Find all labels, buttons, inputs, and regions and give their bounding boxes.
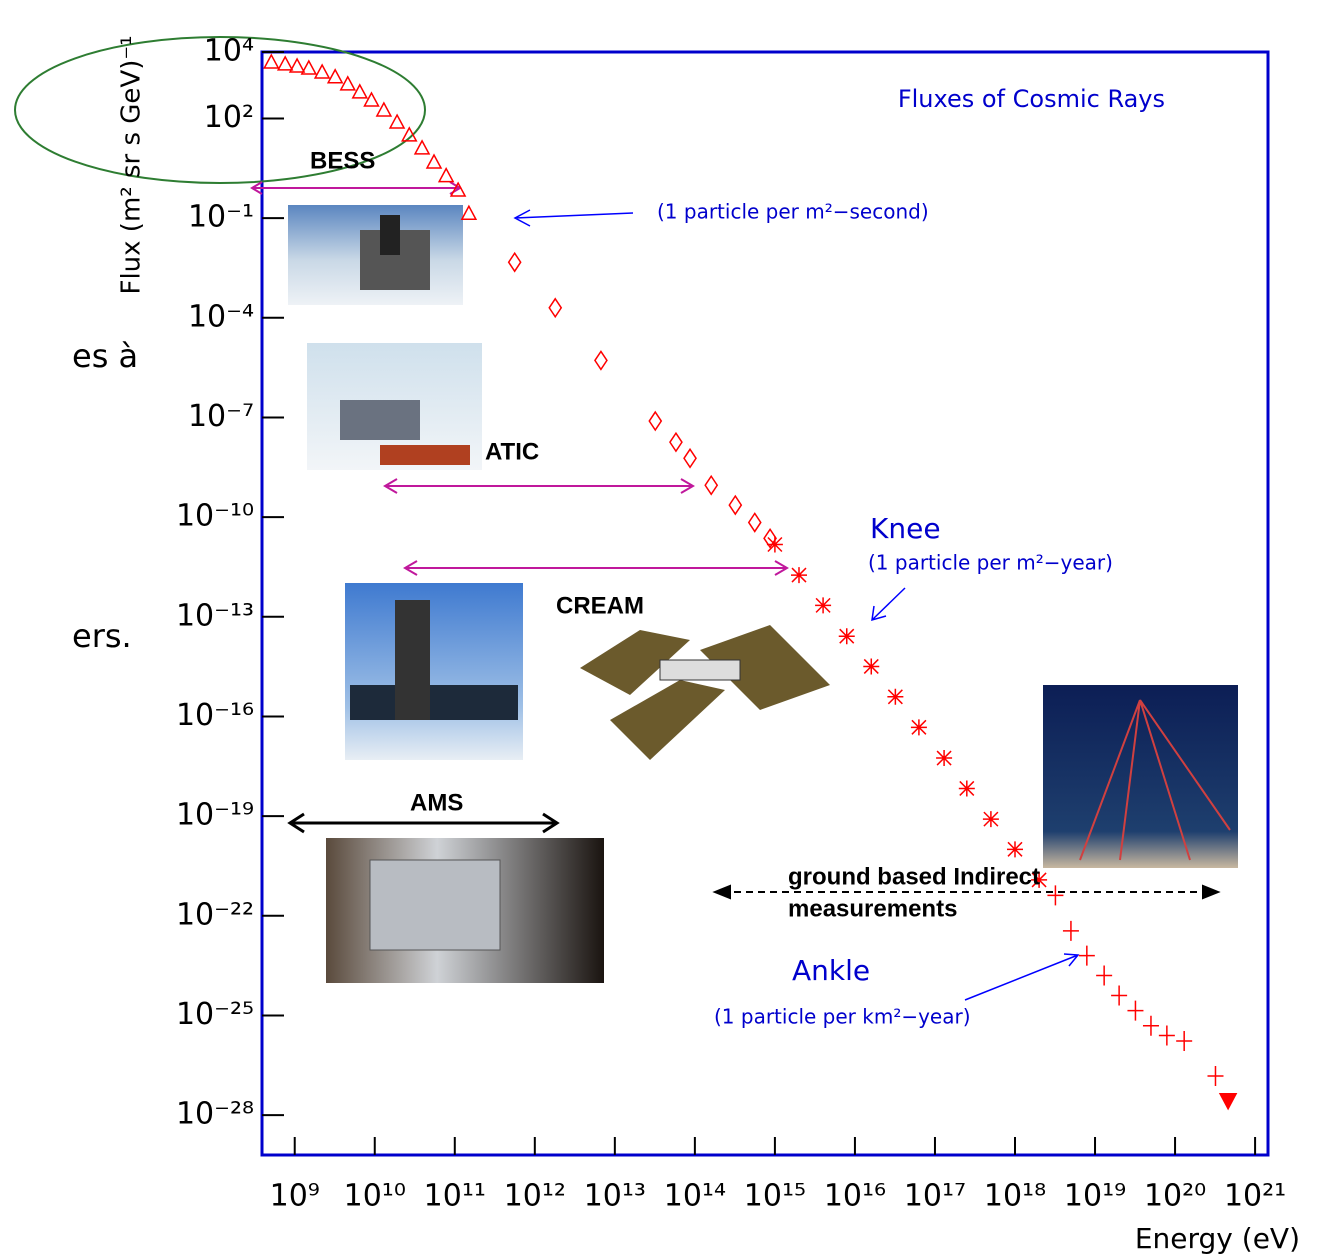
x-tick-label: 10¹¹ [424,1179,486,1214]
y-tick-label: 10⁻⁴ [188,299,254,334]
annotation: (1 particle per km²−year) [714,1005,971,1029]
data-point [649,412,661,430]
y-tick-label: 10⁻¹ [188,200,254,235]
data-point [390,115,404,128]
x-tick-label: 10¹⁴ [664,1179,726,1214]
x-tick-label: 10⁹ [270,1179,320,1214]
chart: es à ers. Fluxes of Cosmic Rays Energy (… [0,0,1327,1257]
data-point [1063,921,1079,941]
y-tick-label: 10⁻¹⁶ [176,698,254,733]
x-tick-label: 10²¹ [1224,1179,1286,1214]
annotation: Ankle [792,954,870,987]
data-point [509,253,521,271]
annotation: (1 particle per m²−year) [868,551,1113,575]
data-point [729,496,741,514]
data-point [705,476,717,494]
data-point [1096,965,1112,985]
photo-ams [326,838,604,983]
data-point [1047,885,1063,905]
photo-bess [288,205,463,305]
data-point [1207,1066,1223,1086]
data-point [439,169,453,182]
data-point [462,206,476,219]
data-point [278,57,292,70]
photo-shower [1043,685,1238,868]
data-point [936,750,952,766]
annotation: ATIC [485,438,539,465]
data-point [549,299,561,317]
data-point [815,597,831,613]
data-point [427,155,441,168]
x-tick-label: 10¹⁵ [744,1179,806,1214]
data-point [1127,1001,1143,1021]
y-tick-label: 10² [204,100,254,135]
data-point [887,689,903,705]
data-point [377,103,391,116]
photo-cream [345,583,523,760]
annotation: measurements [788,895,957,922]
y-tick-label: 10⁻¹⁰ [176,499,254,534]
data-point [1220,1094,1236,1109]
y-tick-label: 10⁻²² [176,897,254,932]
data-point [983,811,999,827]
data-point [1079,946,1095,966]
data-point [959,780,975,796]
x-tick-label: 10¹⁹ [1064,1179,1126,1214]
y-tick-label: 10⁴ [204,34,254,69]
data-point [1176,1031,1192,1051]
data-point [595,351,607,369]
data-point [353,85,367,98]
y-tick-label: 10⁻⁷ [188,399,254,434]
data-point [1159,1025,1175,1045]
data-point [315,65,329,78]
annotation: CREAM [556,592,644,619]
x-tick-label: 10¹⁶ [824,1179,886,1214]
data-point [1111,985,1127,1005]
annotation: (1 particle per m²−second) [657,200,929,224]
data-point [264,55,278,68]
chart-title: Fluxes of Cosmic Rays [898,85,1165,113]
data-point [839,628,855,644]
y-tick-label: 10⁻²⁸ [176,1097,254,1132]
data-point [1007,841,1023,857]
side-text: ers. [72,617,132,655]
data-point [767,536,783,552]
data-point [328,70,342,83]
x-axis-label: Energy (eV) [1135,1222,1300,1255]
y-tick-label: 10⁻¹³ [176,598,254,633]
x-tick-label: 10²⁰ [1144,1179,1206,1214]
y-tick-label: 10⁻¹⁹ [176,798,254,833]
x-tick-label: 10¹⁰ [344,1179,406,1214]
photo-iss [580,625,830,760]
annotation: AMS [410,789,463,816]
data-point [415,141,429,154]
data-point [684,449,696,467]
data-point [1143,1016,1159,1036]
y-axis-label: Flux (m² sr s GeV)⁻¹ [117,36,147,295]
x-tick-label: 10¹⁸ [984,1179,1046,1214]
annotation: Knee [870,512,941,545]
x-tick-label: 10¹⁷ [904,1179,966,1214]
data-point [863,658,879,674]
data-point [791,567,807,583]
x-tick-label: 10¹² [504,1179,566,1214]
data-point [911,719,927,735]
annotation: BESS [310,147,375,174]
y-tick-label: 10⁻²⁵ [176,997,254,1032]
photo-atic [307,343,482,470]
annotation: ground based Indirect [788,863,1040,890]
x-tick-label: 10¹³ [584,1179,646,1214]
data-point [670,433,682,451]
data-point [749,513,761,531]
side-text: es à [72,337,138,375]
data-point [364,93,378,106]
